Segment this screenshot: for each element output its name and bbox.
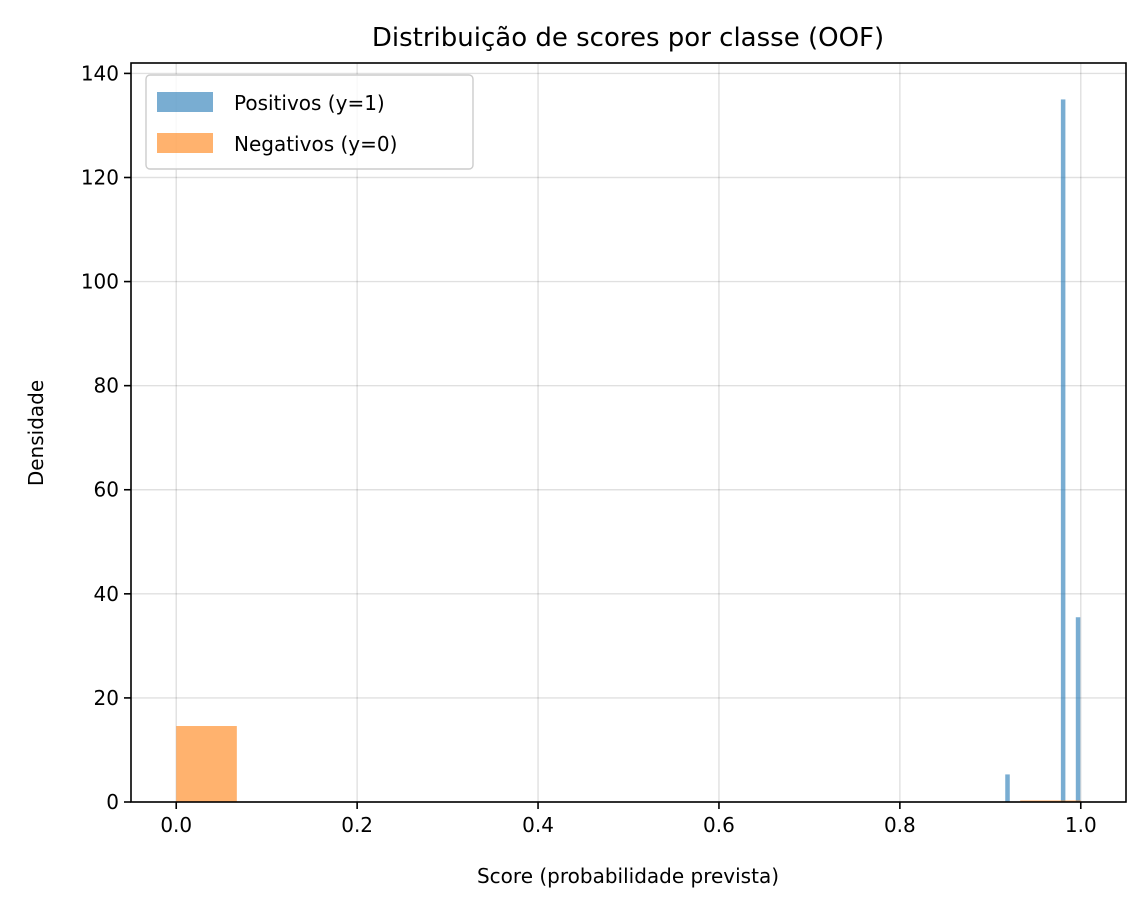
plot-frame xyxy=(130,62,1127,803)
y-tick-label: 40 xyxy=(94,582,119,606)
histogram-bar-positivos xyxy=(1075,617,1081,802)
legend: Positivos (y=1) Negativos (y=0) xyxy=(145,74,474,170)
x-axis-ticks: 0.0 0.2 0.4 0.6 0.8 1.0 xyxy=(160,802,1097,837)
legend-swatch-positivos xyxy=(157,92,213,112)
histogram-bar-positivos xyxy=(1060,99,1066,803)
y-tick-label: 140 xyxy=(81,61,119,85)
x-tick-label: 1.0 xyxy=(1065,813,1097,837)
grid-lines xyxy=(131,63,1126,803)
x-axis-label: Score (probabilidade prevista) xyxy=(477,864,779,888)
legend-box xyxy=(145,74,474,170)
y-tick-label: 120 xyxy=(81,165,119,189)
y-tick-label: 60 xyxy=(94,478,119,502)
y-tick-label: 0 xyxy=(106,790,119,814)
x-tick-label: 0.6 xyxy=(703,813,735,837)
y-tick-label: 20 xyxy=(94,686,119,710)
chart-title: Distribuição de scores por classe (OOF) xyxy=(372,23,884,53)
x-tick-label: 0.4 xyxy=(522,813,554,837)
histogram-bar-positivos xyxy=(1005,774,1010,802)
y-axis-label: Densidade xyxy=(24,380,48,486)
histogram-bars xyxy=(176,99,1081,803)
x-tick-label: 0.0 xyxy=(160,813,192,837)
y-tick-label: 80 xyxy=(94,374,119,398)
x-tick-label: 0.8 xyxy=(884,813,916,837)
y-tick-label: 100 xyxy=(81,270,119,294)
histogram-bar-negativos xyxy=(176,726,237,802)
y-axis-ticks: 0 20 40 60 80 100 120 140 xyxy=(81,61,131,814)
legend-label-negativos: Negativos (y=0) xyxy=(234,132,397,156)
legend-swatch-negativos xyxy=(157,133,213,153)
legend-label-positivos: Positivos (y=1) xyxy=(234,91,385,115)
x-tick-label: 0.2 xyxy=(341,813,373,837)
